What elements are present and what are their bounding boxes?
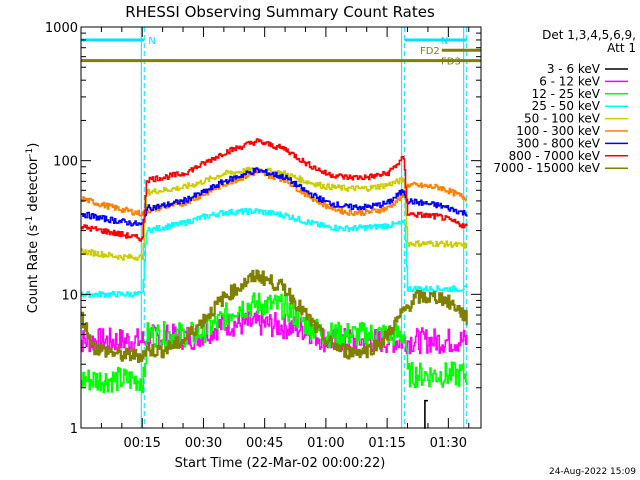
legend-label-5: 100 - 300 keV bbox=[516, 124, 600, 138]
legend-label-7: 800 - 7000 keV bbox=[509, 149, 601, 163]
x-tick-label: 01:30 bbox=[430, 436, 467, 451]
annotation-label-2: FD2 bbox=[420, 46, 440, 57]
x-tick-label: 01:00 bbox=[307, 436, 344, 451]
y-tick-label: 10 bbox=[61, 288, 78, 303]
series-line-7 bbox=[81, 138, 468, 242]
legend-label-1: 6 - 12 keV bbox=[539, 74, 601, 88]
footer-timestamp: 24-Aug-2022 15:09 bbox=[549, 467, 636, 477]
legend-attenuator: Att 1 bbox=[607, 41, 636, 55]
chart-title: RHESSI Observing Summary Count Rates bbox=[125, 3, 435, 21]
legend-label-2: 12 - 25 keV bbox=[532, 87, 601, 101]
legend-detectors: Det 1,3,4,5,6,9, bbox=[542, 28, 636, 42]
series-line-5 bbox=[81, 169, 467, 217]
y-tick-label: 100 bbox=[53, 155, 78, 170]
legend-label-4: 50 - 100 keV bbox=[524, 112, 601, 126]
series-line-2 bbox=[81, 292, 468, 394]
plot-frame bbox=[80, 26, 482, 429]
x-tick-label: 00:15 bbox=[123, 436, 160, 451]
annotation-label-3: FD3 bbox=[441, 57, 461, 68]
series-line-6 bbox=[81, 167, 468, 227]
annotation-label-1: N bbox=[441, 36, 448, 47]
y-tick-label: 1 bbox=[70, 422, 78, 437]
x-tick-label: 00:30 bbox=[185, 436, 222, 451]
legend-label-6: 300 - 800 keV bbox=[516, 136, 600, 150]
x-tick-label: 01:15 bbox=[368, 436, 405, 451]
y-axis-title: Count Rate (s-1 detector-1) bbox=[25, 143, 41, 314]
x-axis-title: Start Time (22-Mar-02 00:00:22) bbox=[175, 456, 386, 471]
legend-label-8: 7000 - 15000 keV bbox=[493, 161, 600, 175]
series-line-3 bbox=[81, 207, 468, 298]
series-line-1 bbox=[81, 310, 468, 355]
legend-label-3: 25 - 50 keV bbox=[532, 99, 601, 113]
series-line-8 bbox=[80, 269, 468, 363]
y-tick-label: 1000 bbox=[45, 21, 78, 36]
x-tick-label: 00:45 bbox=[246, 436, 283, 451]
annotation-label-0: N bbox=[148, 36, 155, 47]
legend-label-0: 3 - 6 keV bbox=[547, 62, 601, 76]
series-line-0 bbox=[423, 399, 428, 429]
